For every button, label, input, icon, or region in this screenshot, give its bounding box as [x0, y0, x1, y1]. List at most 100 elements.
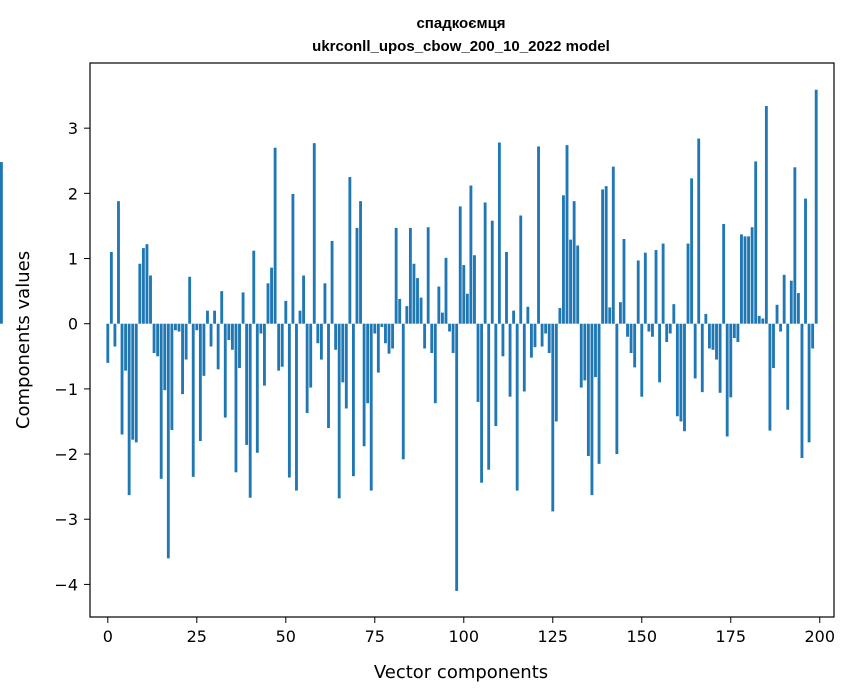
bar-113: [508, 323, 512, 397]
bar-118: [526, 306, 530, 324]
bar-157: [665, 323, 669, 342]
y-tick-label: −2: [54, 445, 78, 464]
bar-107: [487, 323, 491, 470]
bar-141: [608, 307, 612, 324]
bar-193: [793, 167, 797, 324]
bar-18: [170, 323, 174, 430]
bar-108: [490, 220, 494, 324]
bar-58: [312, 143, 316, 324]
bar-62: [327, 323, 330, 428]
bar-90: [426, 227, 430, 324]
bar-41: [252, 250, 256, 324]
bar-140: [604, 186, 608, 324]
bar-24: [191, 323, 195, 477]
bar-6: [127, 323, 131, 496]
bar-14: [156, 323, 160, 357]
bar-12: [149, 275, 152, 324]
bar-74: [369, 323, 373, 491]
bar-170: [711, 323, 715, 350]
bar-138: [597, 323, 601, 464]
bar-92: [433, 323, 437, 404]
bar-139: [601, 189, 605, 324]
bar-13: [152, 323, 156, 354]
y-tick-label: 1: [68, 250, 78, 269]
x-tick-label: 50: [276, 627, 296, 646]
bar-19: [174, 323, 177, 331]
bar-78: [384, 323, 387, 344]
bar-39: [245, 323, 249, 445]
bar-65: [337, 323, 341, 499]
bar-36: [234, 323, 238, 473]
bar-185: [764, 106, 768, 324]
bar-5: [124, 323, 128, 371]
bar-47: [273, 147, 277, 324]
bar-28: [206, 310, 209, 324]
bar-187: [772, 323, 775, 369]
bar-125: [551, 323, 555, 512]
bar-184: [761, 318, 765, 324]
bar-105: [480, 323, 484, 483]
bar-69: [352, 323, 355, 477]
bar-197: [807, 323, 811, 443]
bar-161: [679, 323, 683, 422]
bar-178: [740, 234, 743, 324]
bar-16: [163, 323, 167, 391]
bar-21: [181, 323, 184, 395]
bar-101: [465, 293, 469, 324]
bar-169: [707, 323, 711, 349]
bar-196: [804, 198, 807, 324]
y-tick-label: −1: [54, 380, 78, 399]
bar-54: [298, 310, 302, 324]
bar-35: [230, 323, 234, 350]
bar-103: [473, 255, 476, 324]
bar-79: [387, 323, 391, 354]
bar-71: [359, 201, 362, 324]
bar-7: [131, 323, 135, 440]
bar-152: [647, 323, 651, 332]
bar-104: [476, 323, 480, 402]
bar-95: [444, 257, 448, 324]
bar-180: [747, 236, 750, 324]
x-tick-label: 200: [804, 627, 835, 646]
bar-88: [419, 297, 423, 324]
bar-17: [166, 323, 170, 559]
bar-129: [565, 145, 569, 324]
bar-182: [754, 161, 758, 324]
bar-195: [800, 323, 804, 458]
bar-114: [512, 310, 516, 324]
bar-142: [611, 166, 615, 324]
bar-22: [184, 323, 188, 360]
y-axis-label: Components values: [13, 251, 34, 429]
y-tick-label: 0: [68, 315, 78, 334]
bar-60: [319, 323, 323, 360]
bar-179: [743, 236, 747, 324]
x-tick-label: 125: [538, 627, 569, 646]
bar-124: [547, 323, 551, 354]
y-tick-label: −3: [54, 510, 78, 529]
bar-30: [213, 310, 217, 324]
bar-96: [448, 323, 451, 332]
bar-148: [633, 323, 637, 368]
bar-20: [177, 323, 181, 332]
bar-192: [789, 280, 793, 324]
bar-112: [505, 252, 508, 324]
bar-76: [376, 323, 380, 373]
bar-series: [0, 89, 818, 591]
chart-title: спадкоємця: [416, 15, 505, 32]
bar-136: [590, 323, 594, 496]
bar-198: [811, 323, 815, 349]
bar-122: [540, 323, 544, 347]
bar-158: [668, 323, 672, 334]
bar-63: [330, 240, 334, 324]
bar-9: [138, 263, 142, 324]
bar-8: [134, 323, 138, 443]
bar-50: [284, 300, 288, 324]
x-tick-label: 25: [187, 627, 207, 646]
bar-110: [497, 142, 501, 324]
bar-159: [672, 304, 676, 324]
bar-undefined: [0, 162, 3, 324]
bar-194: [796, 293, 800, 324]
bar-121: [537, 146, 540, 324]
bar-163: [686, 243, 690, 324]
